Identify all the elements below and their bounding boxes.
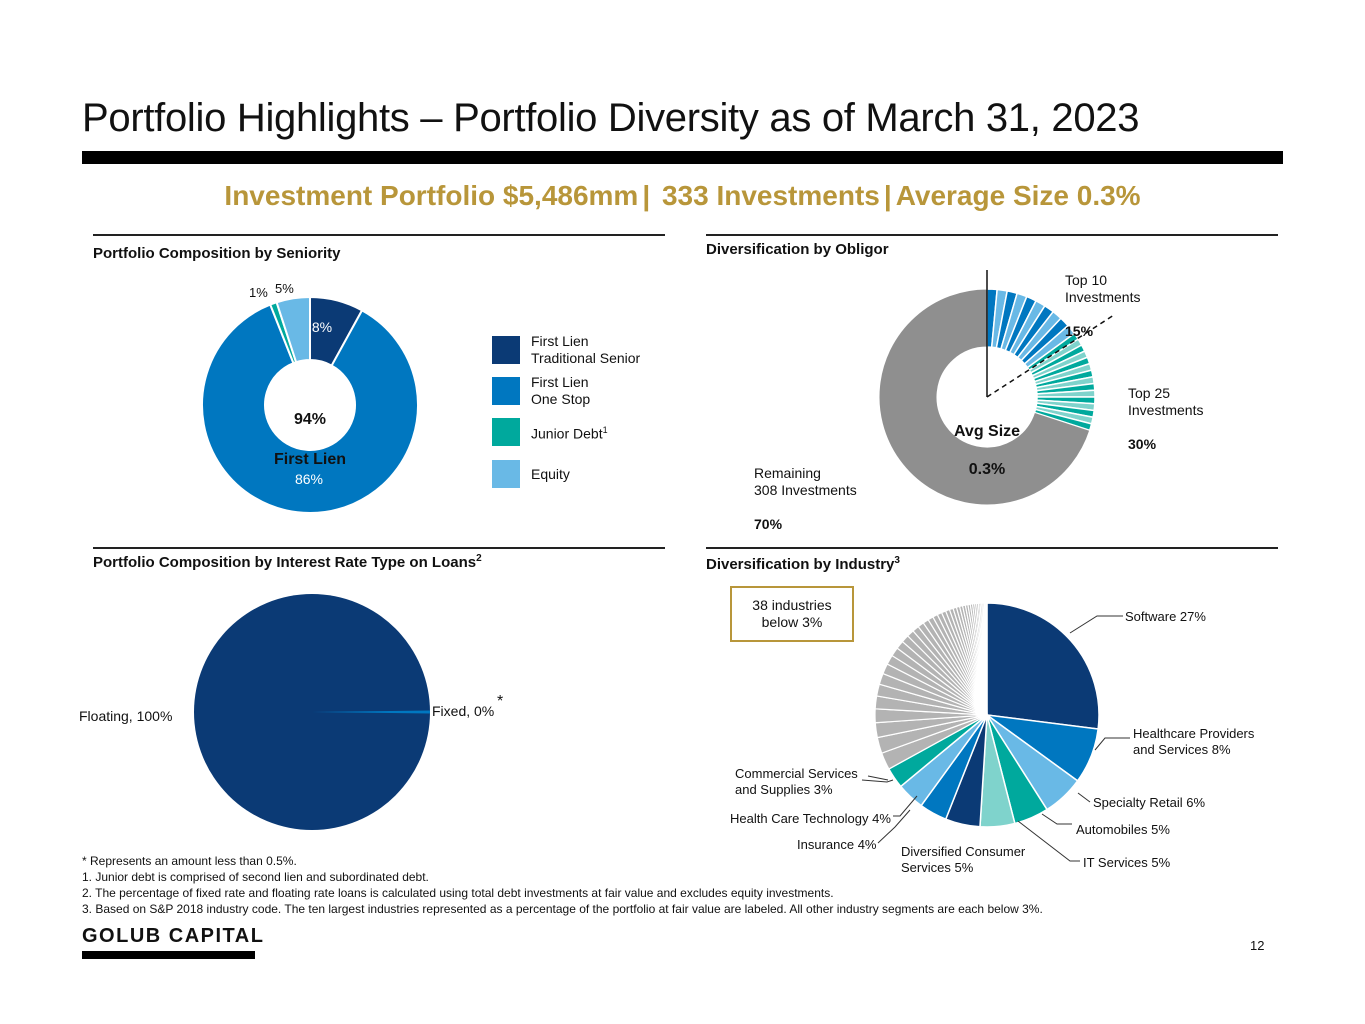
obligor-top10-pct: 15% [1065,323,1094,339]
legend-label: First Lien One Stop [531,374,591,407]
seniority-slice-2 [201,303,419,514]
obligor-top10-label: Top 10 Investments 15% [1065,255,1140,357]
obligor-heading: Diversification by Obligor [706,241,889,258]
legend-item-junior-debt: Junior Debt1 [492,415,640,449]
leader-line [867,775,889,781]
industry-pie-chart [861,602,1130,862]
leader-line [1077,792,1091,803]
seniority-label-junior-debt: 1% [249,285,268,300]
industry-label-diversified-consumer: Diversified Consumer Services 5% [901,844,1026,875]
top25-divider-line [986,314,1115,398]
footnote-marker: 3 [894,555,900,566]
seniority-donut-chart: 8% 86% [201,295,419,514]
industry-label-health-care-technology: Health Care Technology 4% [730,811,891,826]
obligor-donut-chart [878,270,1115,506]
footnote: 1. Junior debt is comprised of second li… [82,870,429,884]
summary-separator: | [642,180,651,211]
obligor-top25-label: Top 25 Investments 30% [1128,368,1203,470]
seniority-label-equity: 5% [275,281,294,296]
industry-label-automobiles: Automobiles 5% [1076,822,1170,837]
section-divider [93,547,665,549]
legend-swatch [492,336,520,364]
leader-line [1017,820,1080,862]
page-title: Portfolio Highlights – Portfolio Diversi… [82,96,1140,140]
leader-line [877,809,911,844]
seniority-legend: First Lien Traditional Senior First Lien… [492,333,640,491]
leader-line [1069,615,1123,634]
obligor-top25-pct: 30% [1128,436,1157,452]
legend-item-first-lien-one-stop: First Lien One Stop [492,374,640,408]
industry-label-insurance: Insurance 4% [797,837,877,852]
logo-underline [82,951,255,959]
industry-label-software: Software 27% [1125,609,1206,624]
leader-line [1094,737,1130,751]
obligor-center-line2: 0.3% [968,461,1006,478]
rate-fixed-footnote-mark: * [497,693,504,710]
footnote-marker: 2 [476,553,482,564]
obligor-top25-caption: Top 25 Investments [1128,385,1204,418]
summary-portfolio-value: Investment Portfolio $5,486mm [224,180,639,211]
rate-floating-label: Floating, 100% [79,708,173,724]
obligor-center-line1: Avg Size [953,423,1021,440]
industry-label-healthcare-providers: Healthcare Providers and Services 8% [1133,726,1255,757]
section-divider [706,547,1278,549]
company-logo: GOLUB CAPITAL [82,925,265,947]
leader-line [893,795,918,817]
legend-label: Equity [531,465,570,482]
footnote-marker: 1 [602,424,608,435]
obligor-top10-caption: Top 10 Investments [1065,272,1141,305]
summary-separator: | [883,180,892,211]
summary-average-size: Average Size 0.3% [895,180,1141,211]
footnote: 3. Based on S&P 2018 industry code. The … [82,902,1043,916]
legend-label: First Lien Traditional Senior [531,333,641,366]
seniority-label-one-stop: 86% [295,471,323,487]
industry-label-commercial-services: Commercial Services and Supplies 3% [735,766,858,797]
seniority-slice-4 [275,295,311,364]
other-industries-box: 38 industries below 3% [730,586,854,642]
obligor-remaining-caption: Remaining 308 Investments [754,465,857,498]
footnote: 2. The percentage of fixed rate and floa… [82,886,834,900]
legend-item-first-lien-traditional: First Lien Traditional Senior [492,333,640,367]
industry-label-specialty-retail: Specialty Retail 6% [1093,795,1205,810]
legend-swatch [492,418,520,446]
rate-type-heading: Portfolio Composition by Interest Rate T… [93,553,482,571]
industry-heading: Diversification by Industry3 [706,555,900,573]
legend-item-equity: Equity [492,457,640,491]
seniority-center-pct: 94% [293,411,327,428]
rate-slice-fixed [312,710,430,714]
summary-investment-count: 333 Investments [661,180,880,211]
seniority-label-first-lien-traditional: 8% [312,319,332,335]
legend-label-text: Junior Debt [531,425,603,442]
leader-line [861,779,894,783]
industry-heading-text: Diversification by Industry [706,556,895,573]
legend-label: Junior Debt1 [531,422,608,443]
portfolio-summary: Investment Portfolio $5,486mm | 333 Inves… [0,180,1365,212]
seniority-heading: Portfolio Composition by Seniority [93,245,341,262]
industry-slice-1 [986,602,1100,730]
obligor-remaining-slice [878,288,1091,506]
title-underline [82,151,1283,164]
footnote: * Represents an amount less than 0.5%. [82,854,297,868]
footnotes: * Represents an amount less than 0.5%. 1… [82,853,1043,917]
industry-slice-other [985,602,988,716]
obligor-remaining-pct: 70% [754,516,783,532]
seniority-center-label: 94% First Lien [250,390,370,490]
rate-fixed-label: Fixed, 0% [432,703,495,719]
seniority-center-caption: First Lien [273,451,346,468]
obligor-center-label: Avg Size 0.3% [937,403,1037,498]
obligor-remaining-label: Remaining 308 Investments 70% [754,448,857,550]
leader-line [1041,813,1072,825]
legend-swatch [492,460,520,488]
industry-label-it-services: IT Services 5% [1083,855,1171,870]
legend-swatch [492,377,520,405]
section-divider [93,234,665,236]
page-number: 12 [1250,938,1265,953]
section-divider [706,234,1278,236]
rate-type-pie-chart [194,594,430,830]
rate-type-heading-text: Portfolio Composition by Interest Rate T… [93,554,477,571]
